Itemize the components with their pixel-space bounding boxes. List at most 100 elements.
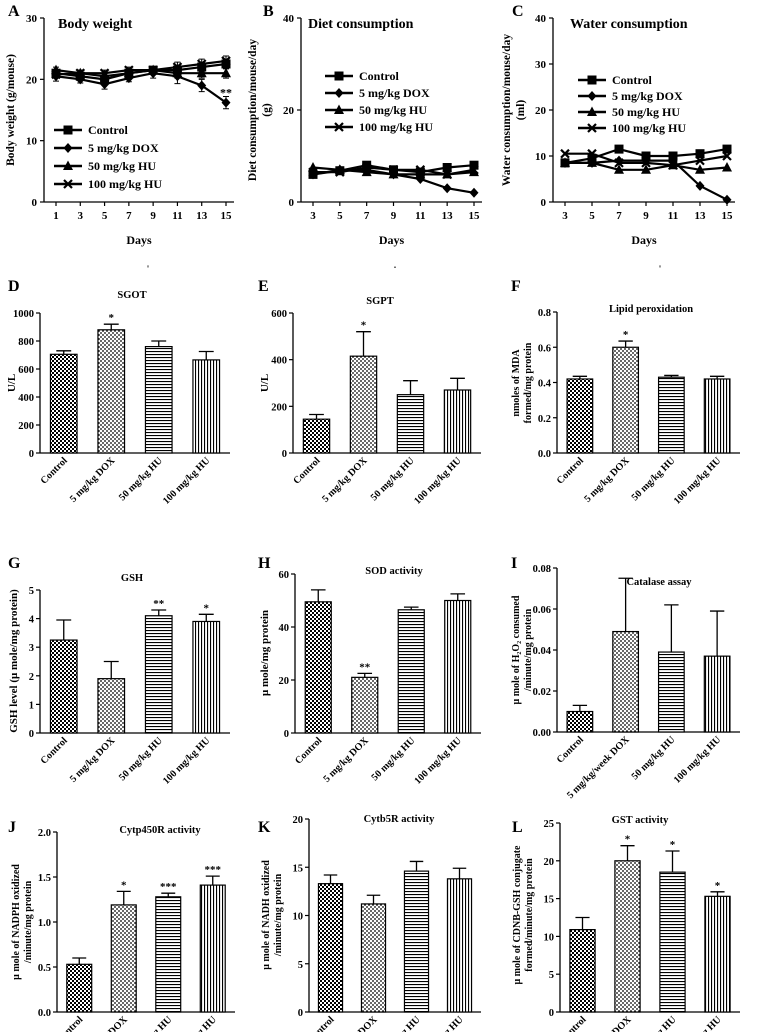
y-tick-label: 20: [26, 74, 38, 86]
data-point: [695, 149, 705, 159]
x-tick-label: 5: [337, 210, 343, 222]
significance-label: *: [109, 312, 115, 324]
y-tick-label: 0.06: [533, 605, 551, 616]
category-label: 100 mg/kg HU: [414, 1014, 465, 1032]
bar: [110, 904, 137, 1013]
error-bar: [618, 340, 633, 348]
legend-marker: [587, 75, 597, 85]
x-tick-label: 7: [126, 210, 132, 222]
y-axis-label-unit: (g): [261, 103, 273, 117]
chart-title: Cytp450R activity: [119, 825, 201, 836]
y-tick-label: 5: [549, 970, 554, 981]
bar: [66, 963, 93, 1013]
error-bar: [664, 604, 679, 653]
y-tick-label: 1.0: [38, 918, 51, 929]
error-bar: [450, 593, 466, 601]
panel-k: K Cytb5R activity 0 5 10 15 20 μ mole of NADH o…: [258, 814, 481, 1032]
y-tick-label: 0: [541, 197, 547, 209]
panel-letter: C: [512, 3, 524, 20]
x-tick-label: 11: [415, 210, 425, 222]
y-tick-label: 5: [29, 586, 34, 597]
category-label: Control: [555, 455, 586, 486]
error-bar: [357, 672, 373, 678]
error-bar: [403, 380, 418, 395]
data-point: [124, 65, 134, 75]
data-point: [469, 165, 479, 175]
y-tick-label: 0: [29, 449, 34, 460]
y-tick-label: 1000: [13, 309, 34, 320]
y-tick-label: 2: [29, 672, 34, 683]
legend: Control 5 mg/kg DOX 50 mg/kg HU 100 mg/kg H…: [54, 123, 162, 191]
error-bar: [72, 957, 87, 965]
y-tick-label: 0: [284, 729, 289, 740]
x-tick-label: 5: [102, 210, 108, 222]
category-label: 50 mg/kg HU: [631, 1014, 679, 1032]
legend-entry: Control: [88, 123, 128, 137]
x-tick-label: 9: [643, 210, 649, 222]
significance-label: *: [715, 880, 721, 892]
panel-letter: B: [263, 3, 274, 20]
error-bar: [309, 413, 324, 420]
bar: [612, 630, 640, 733]
legend-marker: [587, 123, 597, 133]
data-point: [221, 97, 231, 108]
bar: [566, 378, 594, 454]
error-bar: [103, 323, 119, 330]
bar: [155, 896, 182, 1013]
x-tick-label: 3: [562, 210, 568, 222]
y-tick-label: 1.5: [38, 873, 51, 884]
panel-letter: G: [8, 555, 21, 572]
category-label: 5 mg/kg DOX: [320, 455, 370, 505]
data-point: [587, 157, 597, 167]
y-tick-label: 25: [544, 819, 555, 830]
panel-f: F Lipid peroxidation 0.0 0.2 0.4 0.6 0.8 nmoles…: [511, 278, 740, 507]
legend-entry: 100 mg/kg HU: [612, 121, 686, 135]
y-tick-label: 0.5: [38, 963, 51, 974]
significance-label: *: [361, 320, 367, 332]
error-bar: [151, 609, 167, 616]
bar: [443, 389, 472, 454]
y-tick-label: 1: [29, 700, 34, 711]
data-point: [614, 158, 624, 168]
category-label: Control: [305, 1014, 336, 1032]
error-bar: [323, 874, 338, 884]
y-tick-label: 0: [289, 197, 295, 209]
legend-marker: [63, 179, 73, 189]
bar: [144, 615, 173, 734]
bar: [446, 878, 473, 1013]
y-tick-label: 15: [293, 863, 304, 874]
data-point: [388, 165, 399, 175]
y-tick-label: 0: [549, 1008, 554, 1019]
legend-entry: Control: [612, 73, 652, 87]
y-tick-label: 0: [29, 729, 34, 740]
legend-entry: 100 mg/kg HU: [88, 177, 162, 191]
data-point: [722, 151, 732, 161]
bar: [703, 655, 731, 733]
y-axis-label: Body weight (g/mouse): [5, 54, 17, 166]
bar: [199, 884, 226, 1013]
stray-mark-3: ': [659, 264, 662, 274]
y-axis-label: U/L: [259, 374, 271, 392]
y-tick-label: 400: [271, 356, 287, 367]
category-label: 5 mg/kg DOX: [584, 1014, 634, 1032]
error-bar: [198, 613, 214, 622]
panel-letter: K: [258, 819, 271, 836]
data-point: [361, 162, 372, 173]
error-bar: [664, 374, 679, 378]
error-bar: [709, 375, 725, 379]
x-tick-label: 15: [722, 210, 734, 222]
data-point: [641, 158, 651, 168]
category-label: 100 mg/kg HU: [412, 455, 463, 506]
data-point: [100, 79, 110, 90]
x-tick-label: 11: [668, 210, 678, 222]
chart-title: SOD activity: [365, 566, 423, 577]
y-tick-label: 3: [29, 643, 34, 654]
legend-marker: [587, 106, 597, 116]
error-bar: [116, 890, 131, 905]
data-point: [172, 62, 183, 72]
chart-title: Diet consumption: [308, 17, 414, 32]
error-bar: [310, 589, 326, 602]
y-tick-label: 0: [32, 197, 38, 209]
data-point: [221, 56, 231, 66]
category-label: Control: [557, 1014, 588, 1032]
